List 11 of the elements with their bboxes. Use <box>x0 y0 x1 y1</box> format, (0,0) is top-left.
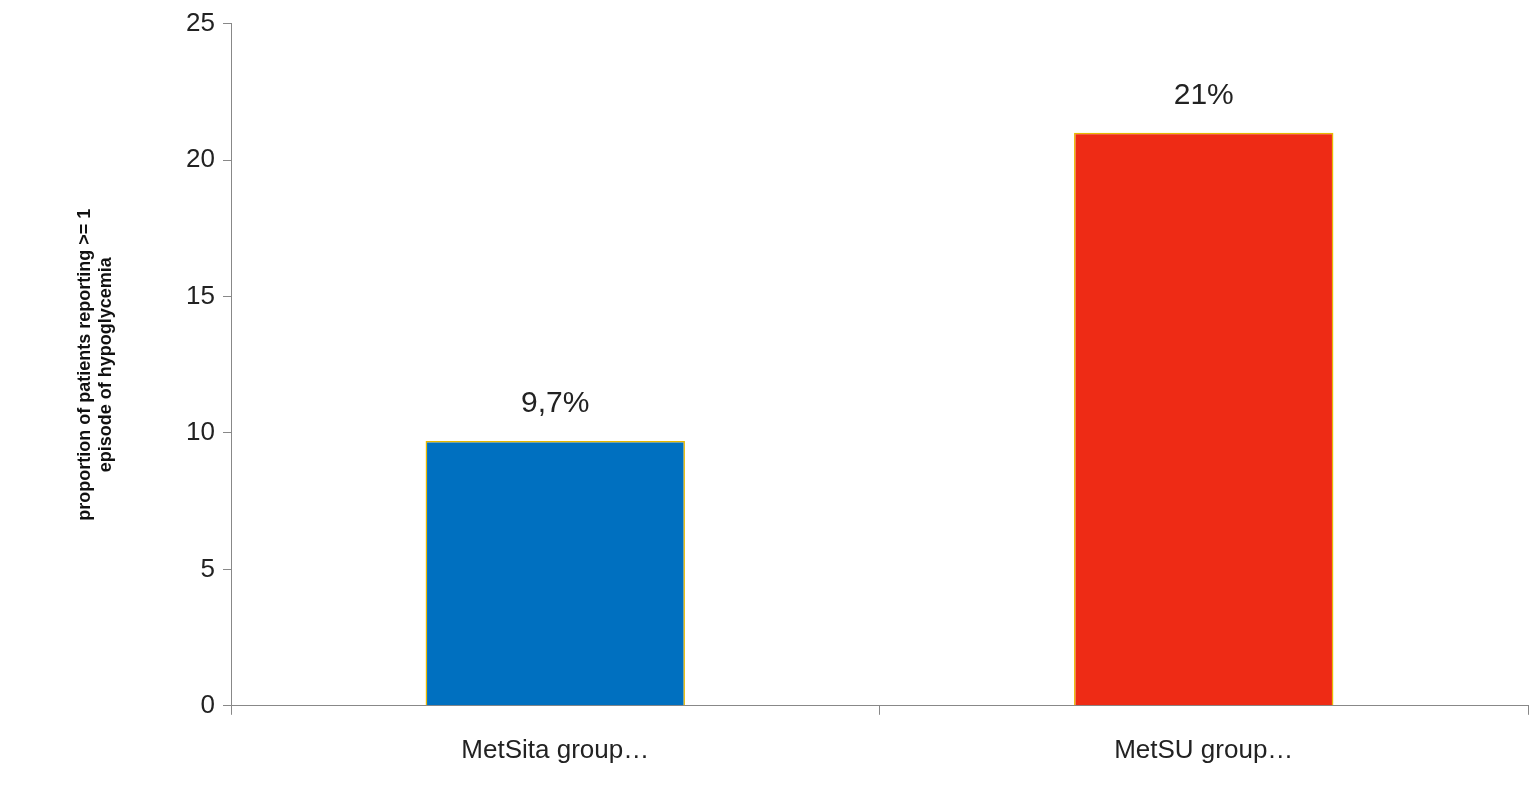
x-tick-label: MetSita group… <box>461 733 650 764</box>
data-label: 9,7% <box>521 385 590 419</box>
y-tick-label: 15 <box>186 279 215 310</box>
data-label: 21% <box>1173 77 1234 111</box>
y-tick-label: 25 <box>186 6 215 37</box>
y-axis-title: proportion of patients reporting >= 1 episode of hypoglycemia <box>73 208 116 521</box>
y-tick-label: 0 <box>200 688 215 719</box>
y-tick-label: 10 <box>186 416 215 447</box>
y-tick-label: 20 <box>186 143 215 174</box>
x-tick-label: MetSU group… <box>1114 733 1294 764</box>
y-tick-label: 5 <box>200 552 215 583</box>
